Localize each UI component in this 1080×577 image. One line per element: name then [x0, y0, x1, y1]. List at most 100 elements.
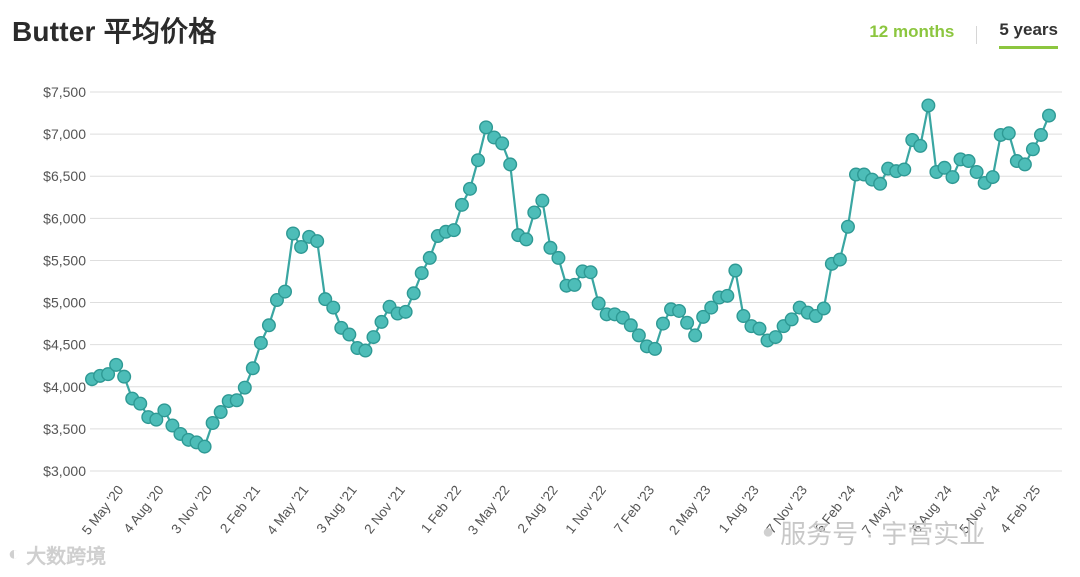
data-point[interactable]	[495, 136, 510, 151]
data-point[interactable]	[655, 316, 670, 331]
data-point[interactable]	[591, 296, 606, 311]
series-points	[84, 98, 1056, 454]
data-point[interactable]	[326, 300, 341, 315]
data-point[interactable]	[680, 315, 695, 330]
data-point[interactable]	[286, 226, 301, 241]
data-point[interactable]	[543, 240, 558, 255]
data-point[interactable]	[921, 98, 936, 113]
watermark-left: ◐ 大数跨境	[8, 540, 106, 569]
x-tick-label: 2 Feb '21	[217, 483, 263, 536]
data-point[interactable]	[503, 157, 518, 172]
data-point[interactable]	[647, 341, 662, 356]
data-point[interactable]	[623, 318, 638, 333]
data-point[interactable]	[149, 412, 164, 427]
data-point[interactable]	[269, 293, 284, 308]
data-point[interactable]	[752, 321, 767, 336]
data-point[interactable]	[366, 330, 381, 345]
data-point[interactable]	[527, 205, 542, 220]
data-point[interactable]	[768, 330, 783, 345]
data-point[interactable]	[519, 232, 534, 247]
x-tick-label: 1 Nov '22	[562, 483, 609, 537]
data-point[interactable]	[1001, 126, 1016, 141]
data-point[interactable]	[840, 219, 855, 234]
data-point[interactable]	[728, 263, 743, 278]
data-point[interactable]	[101, 367, 116, 382]
data-point[interactable]	[945, 170, 960, 185]
data-point[interactable]	[816, 301, 831, 316]
x-tick-label: 4 Aug '20	[121, 483, 167, 536]
data-point[interactable]	[422, 250, 437, 265]
data-point[interactable]	[567, 277, 582, 292]
data-point[interactable]	[720, 288, 735, 303]
data-point[interactable]	[165, 418, 180, 433]
x-tick-label: 2 Aug '22	[515, 483, 561, 536]
data-point[interactable]	[704, 300, 719, 315]
data-point[interactable]	[873, 176, 888, 191]
data-point[interactable]	[197, 439, 212, 454]
data-point[interactable]	[374, 314, 389, 329]
x-tick-label: 7 Feb '23	[611, 483, 657, 536]
data-point[interactable]	[961, 154, 976, 169]
data-point[interactable]	[117, 369, 132, 384]
data-point[interactable]	[245, 361, 260, 376]
data-point[interactable]	[133, 396, 148, 411]
data-point[interactable]	[551, 250, 566, 265]
data-point[interactable]	[454, 197, 469, 212]
data-point[interactable]	[631, 328, 646, 343]
y-axis-ticks: $3,000 $3,500 $4,000 $4,500 $5,000 $5,500 $6,0…	[43, 84, 86, 479]
data-point[interactable]	[832, 252, 847, 267]
data-point[interactable]	[342, 327, 357, 342]
watermark-right: ● 服务号 · 宇营实业	[762, 514, 985, 551]
data-point[interactable]	[913, 138, 928, 153]
x-tick-label: 3 May '22	[465, 483, 513, 538]
data-point[interactable]	[969, 165, 984, 180]
data-point[interactable]	[213, 405, 228, 420]
data-point[interactable]	[261, 318, 276, 333]
y-tick-label: $6,000	[43, 210, 86, 226]
tab-5-years[interactable]: 5 years	[999, 20, 1058, 49]
data-point[interactable]	[937, 160, 952, 175]
data-point[interactable]	[414, 266, 429, 281]
data-point[interactable]	[310, 234, 325, 249]
data-point[interactable]	[696, 309, 711, 324]
data-point[interactable]	[471, 153, 486, 168]
data-point[interactable]	[278, 284, 293, 299]
data-point[interactable]	[1041, 108, 1056, 123]
data-point[interactable]	[535, 193, 550, 208]
data-point[interactable]	[253, 335, 268, 350]
tab-separator	[976, 25, 978, 44]
x-tick-label: 1 Aug '23	[716, 483, 762, 536]
data-point[interactable]	[672, 303, 687, 318]
data-point[interactable]	[229, 393, 244, 408]
data-point[interactable]	[205, 415, 220, 430]
data-point[interactable]	[1025, 142, 1040, 157]
data-point[interactable]	[446, 223, 461, 238]
x-tick-label: 4 May '21	[264, 483, 312, 538]
data-point[interactable]	[406, 286, 421, 301]
data-point[interactable]	[897, 162, 912, 177]
y-tick-label: $7,500	[43, 84, 86, 100]
y-tick-label: $4,500	[43, 337, 86, 353]
data-point[interactable]	[294, 239, 309, 254]
data-point[interactable]	[784, 312, 799, 327]
data-point[interactable]	[398, 304, 413, 319]
data-point[interactable]	[1017, 157, 1032, 172]
y-tick-label: $3,500	[43, 421, 86, 437]
data-point[interactable]	[237, 380, 252, 395]
data-point[interactable]	[157, 403, 172, 418]
x-tick-label: 3 Nov '20	[168, 483, 215, 537]
data-point[interactable]	[462, 181, 477, 196]
data-point[interactable]	[688, 328, 703, 343]
data-point[interactable]	[109, 357, 124, 372]
x-tick-label: 4 Feb '25	[997, 483, 1043, 536]
data-point[interactable]	[358, 343, 373, 358]
data-point[interactable]	[479, 120, 494, 135]
data-point[interactable]	[318, 292, 333, 307]
tab-12-months[interactable]: 12 months	[869, 21, 955, 41]
y-tick-label: $6,500	[43, 168, 86, 184]
data-point[interactable]	[736, 309, 751, 324]
data-point[interactable]	[583, 265, 598, 280]
data-point[interactable]	[1033, 127, 1048, 142]
data-point[interactable]	[985, 170, 1000, 185]
watermark-left-text: 大数跨境	[26, 546, 107, 568]
